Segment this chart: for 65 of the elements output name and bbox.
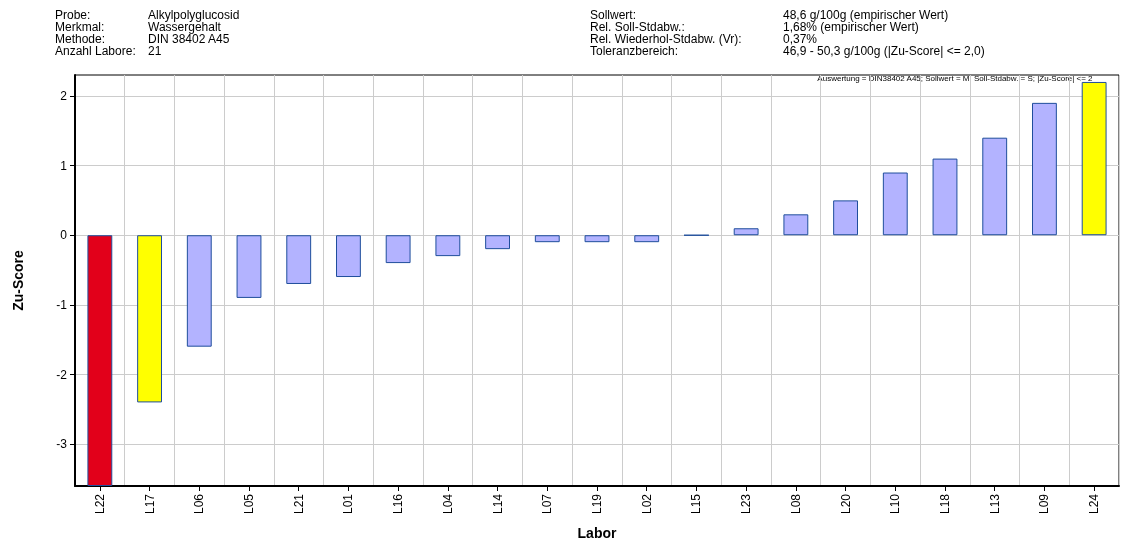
x-tick-label: L10 [888, 493, 903, 515]
bar [1032, 102, 1057, 236]
x-tick-label: L16 [391, 493, 406, 515]
bar [833, 200, 858, 236]
x-tick-label: L17 [142, 493, 157, 515]
text: Anzahl Labore: [55, 44, 136, 58]
y-tick-label: 1 [60, 158, 68, 173]
bar [783, 214, 809, 236]
x-tick-label: L20 [838, 493, 853, 515]
bar [286, 235, 312, 284]
x-tick-label: L04 [440, 493, 455, 515]
x-tick-label: L14 [490, 493, 505, 515]
y-tick-label: -1 [56, 297, 68, 312]
text: 21 [148, 44, 162, 58]
text: Sollwert: [590, 8, 637, 22]
x-tick-label: L13 [987, 493, 1002, 515]
x-tick-label: L02 [639, 493, 654, 515]
x-tick-label: L07 [540, 493, 555, 515]
y-tick-label: 0 [60, 228, 68, 243]
y-tick-label: -2 [56, 367, 68, 382]
text: Alkylpolyglucosid [148, 8, 240, 22]
y-axis-title: Zu-Score [10, 249, 26, 311]
text: 46,9 - 50,3 g/100g (|Zu-Score| <= 2,0) [783, 44, 985, 58]
bar [385, 235, 411, 264]
text: Merkmal: [55, 20, 105, 34]
y-tick-label: 2 [60, 88, 68, 103]
x-tick-label: L23 [739, 493, 754, 515]
bar [932, 158, 958, 236]
x-tick-label: L15 [689, 493, 704, 515]
bar [87, 235, 113, 486]
text: Rel. Wiederhol-Stdabw. (Vr): [590, 32, 742, 46]
x-tick-label: L08 [788, 493, 803, 515]
bar [584, 235, 610, 243]
x-tick-label: L05 [242, 493, 256, 515]
x-tick-label: L24 [1087, 493, 1102, 515]
bar [485, 235, 510, 250]
bar [733, 228, 759, 236]
text: 0,37% [783, 32, 818, 46]
x-tick-label: L22 [92, 493, 107, 515]
y-tick-label: -3 [56, 437, 68, 452]
text: Wassergehalt [148, 20, 222, 34]
text: 1,68% (empirischer Wert) [783, 20, 919, 34]
bar [534, 235, 560, 243]
text: 48,6 g/100g (empirischer Wert) [783, 8, 949, 22]
bar [137, 235, 162, 403]
x-tick-label: L19 [590, 493, 604, 515]
bar [435, 235, 461, 257]
bar [336, 235, 361, 278]
x-tick-label: L01 [341, 493, 356, 515]
bar [1081, 81, 1107, 236]
bar [882, 172, 908, 236]
x-tick-label: L06 [192, 493, 207, 515]
bar [186, 235, 212, 347]
x-tick-label: L09 [1037, 493, 1052, 515]
x-tick-label: L18 [938, 493, 952, 515]
x-tick-label: L21 [291, 493, 306, 515]
text: DIN 38402 A45 [148, 32, 230, 46]
bar [982, 137, 1008, 236]
text: Probe: [55, 8, 91, 22]
x-axis-title: Labor [577, 525, 617, 541]
bar [634, 235, 660, 243]
bar [236, 235, 262, 298]
text: Rel. Soll-Stdabw.: [590, 20, 685, 34]
text: Methode: [55, 32, 106, 46]
text: Toleranzbereich: [590, 44, 679, 58]
